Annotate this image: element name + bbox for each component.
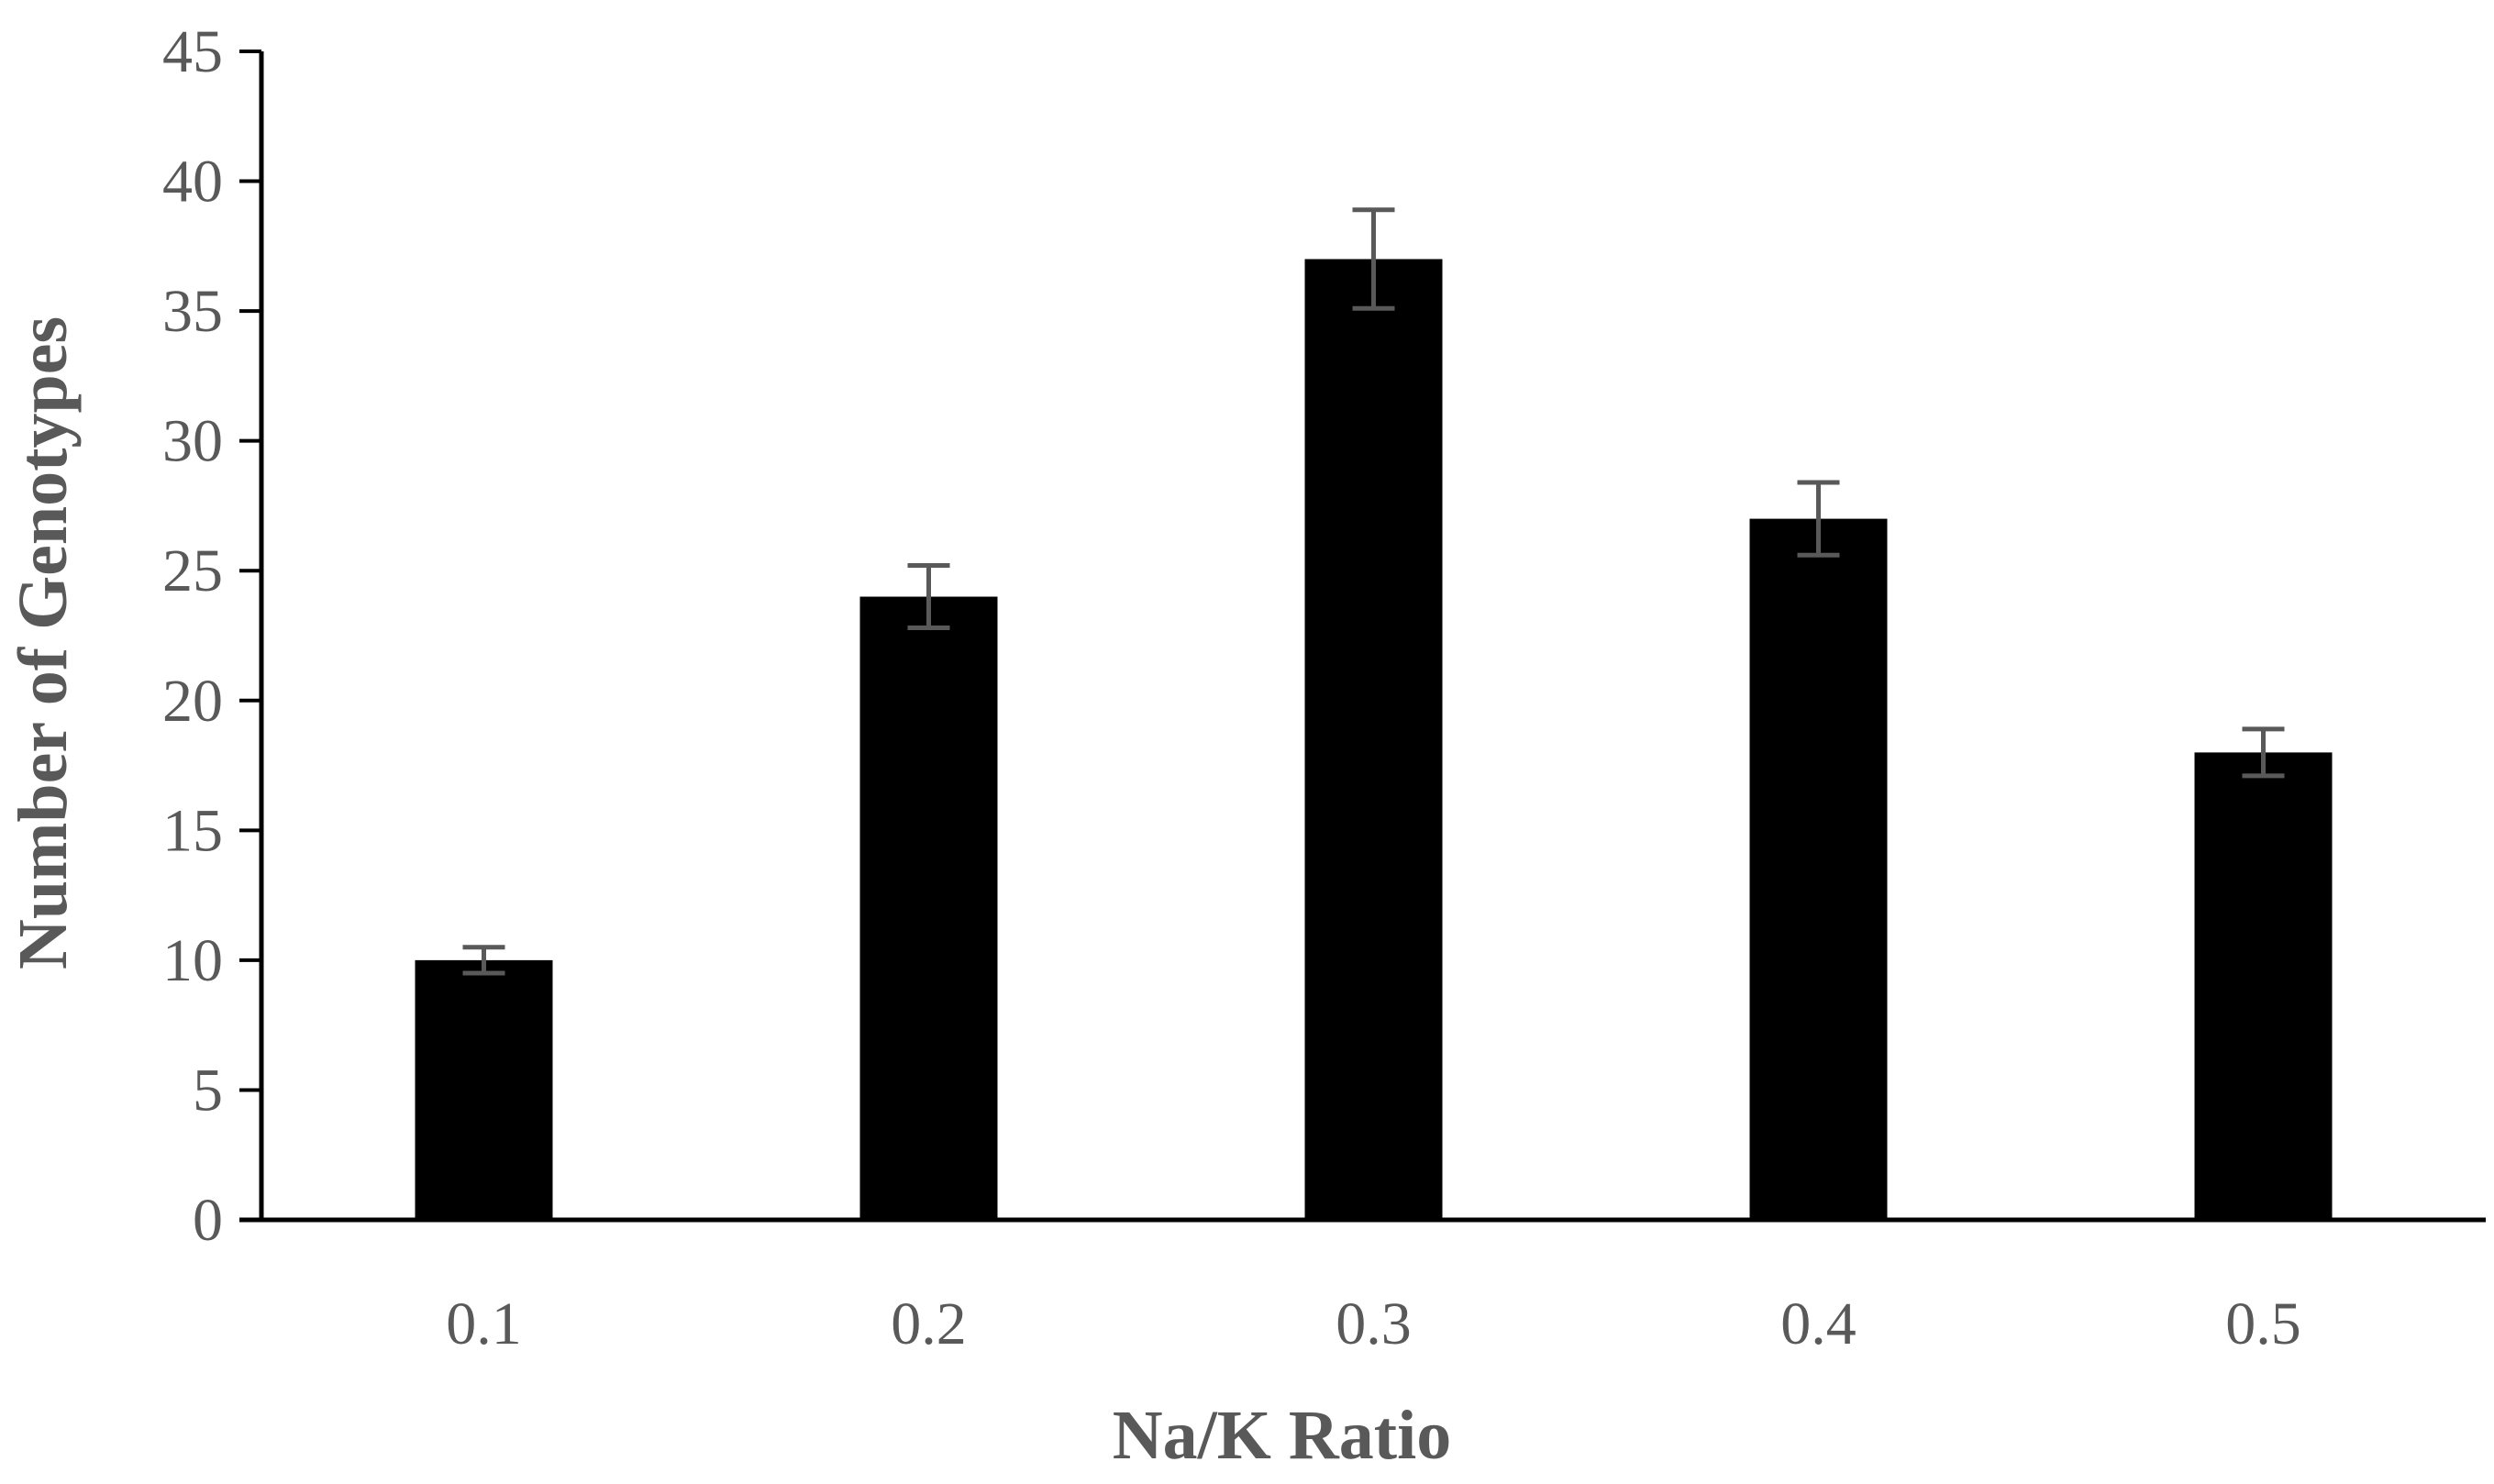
y-tick-label: 0 <box>193 1187 223 1254</box>
y-axis-ticks <box>239 50 261 1222</box>
error-bar-0.4 <box>1797 480 1840 558</box>
error-bar-0.2 <box>907 563 950 631</box>
y-tick-label: 25 <box>162 537 223 604</box>
y-tick-label: 10 <box>162 927 223 994</box>
y-tick-label: 20 <box>162 668 223 735</box>
bar-0.2 <box>859 596 998 1220</box>
y-axis-title: Number of Genotypes <box>5 316 82 969</box>
y-axis-tick-labels: 0 5 10 15 20 25 30 35 40 45 <box>162 18 223 1254</box>
x-tick-label-0.1: 0.1 <box>446 1290 522 1357</box>
y-tick-label: 40 <box>162 149 223 216</box>
y-tick-label: 5 <box>193 1057 223 1124</box>
y-tick-label: 15 <box>162 797 223 864</box>
x-tick-label-0.3: 0.3 <box>1336 1290 1412 1357</box>
bar-0.4 <box>1749 518 1888 1220</box>
error-bar-0.5 <box>2242 726 2285 779</box>
bar-0.5 <box>2194 752 2333 1220</box>
x-tick-label-0.4: 0.4 <box>1780 1290 1857 1357</box>
axes <box>239 51 2486 1223</box>
x-tick-label-0.5: 0.5 <box>2225 1290 2301 1357</box>
x-axis-tick-labels: 0.1 0.2 0.3 0.4 0.5 <box>446 1290 2301 1357</box>
bar-0.3 <box>1304 259 1443 1220</box>
error-bars <box>462 207 2285 976</box>
error-bar-0.3 <box>1352 207 1395 311</box>
bar-series <box>415 259 2333 1220</box>
x-tick-label-0.2: 0.2 <box>891 1290 967 1357</box>
y-tick-label: 35 <box>162 278 223 345</box>
error-bar-0.1 <box>462 945 505 976</box>
y-tick-label: 45 <box>162 18 223 85</box>
x-axis-title: Na/K Ratio <box>1113 1397 1451 1474</box>
y-tick-label: 30 <box>162 408 223 475</box>
bar-0.1 <box>415 959 553 1220</box>
